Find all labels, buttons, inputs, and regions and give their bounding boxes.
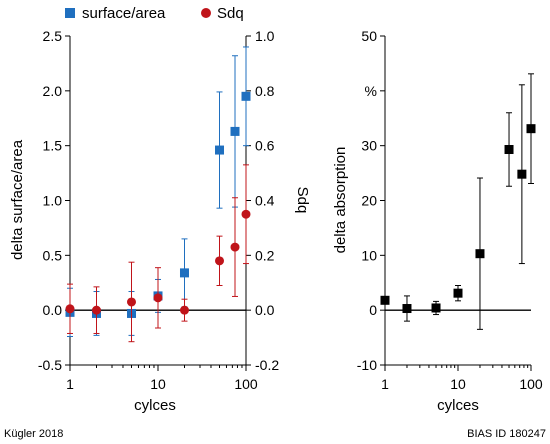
point-series [504,145,514,155]
left-y-axis-title: delta surface/area [9,139,26,260]
right-x-axis-title: cylces [437,397,479,414]
point-series [402,304,412,314]
y2-tick-label: 0.8 [255,83,275,99]
y-tick-label: 30 [361,138,377,154]
footer-bias-id: BIAS ID 180247 [467,428,546,440]
y2-tick-label: 0.0 [255,302,275,318]
legend-label-sdq: Sdq [217,5,244,22]
y2-tick-label: 0.2 [255,247,275,263]
x-tick-label: 1 [66,376,74,392]
x-tick-label: 100 [234,376,258,392]
left-plot-marks [65,46,251,343]
left-y2-axis-title: Sdq [294,187,311,214]
legend-swatch-surface-area [65,8,75,18]
point-series [453,288,463,298]
y-tick-label: 20 [361,193,377,209]
left-x-axis-title: cylces [134,397,176,414]
y-tick-label: 2.5 [43,28,63,44]
point-series [526,124,536,134]
y-tick-label: 0.0 [43,302,63,318]
left-plot-ticks: -0.5 0.0 0.5 1.0 1.5 2.0 2.5 -0.2 0.0 0.2 0.4 0.6 0.… [38,28,279,392]
x-tick-label: 100 [519,376,543,392]
point-surface-area [215,145,225,155]
y-tick-label: -0.5 [38,357,62,373]
footer-credit: Kügler 2018 [4,428,63,440]
x-tick-label: 1 [381,376,389,392]
point-sdq [230,242,240,252]
point-sdq [127,297,137,307]
point-surface-area [179,268,189,278]
legend-label-surface-area: surface/area [82,5,166,22]
point-surface-area [241,91,251,101]
x-tick-label: 10 [450,376,466,392]
right-plot-marks [380,73,536,330]
point-series [475,249,485,259]
y-tick-label: % [365,83,377,99]
y-tick-label: 50 [361,28,377,44]
y-tick-label: 1.5 [43,138,63,154]
y2-tick-label: 0.4 [255,193,275,209]
x-tick-label: 10 [150,376,166,392]
y-tick-label: -10 [357,357,377,373]
y-tick-label: 0.5 [43,247,63,263]
y2-tick-label: -0.2 [255,357,279,373]
point-sdq [153,293,163,303]
point-sdq [65,304,75,314]
point-sdq [215,256,225,266]
legend-swatch-sdq [201,8,211,18]
y-tick-label: 2.0 [43,83,63,99]
y-tick-label: 0 [369,302,377,318]
point-surface-area [230,126,240,136]
y2-tick-label: 0.6 [255,138,275,154]
point-sdq [179,305,189,315]
y-tick-label: 10 [361,247,377,263]
point-sdq [91,305,101,315]
legend: surface/area Sdq [65,5,244,22]
point-series [431,303,441,313]
point-sdq [241,209,251,219]
point-series [517,169,527,179]
right-y-axis-title: delta absorption [332,147,349,254]
right-plot-ticks: -10 0 10 20 30% 50 1 10 100 [357,28,543,392]
point-series [380,295,390,305]
y-tick-label: 1.0 [43,193,63,209]
y2-tick-label: 1.0 [255,28,275,44]
